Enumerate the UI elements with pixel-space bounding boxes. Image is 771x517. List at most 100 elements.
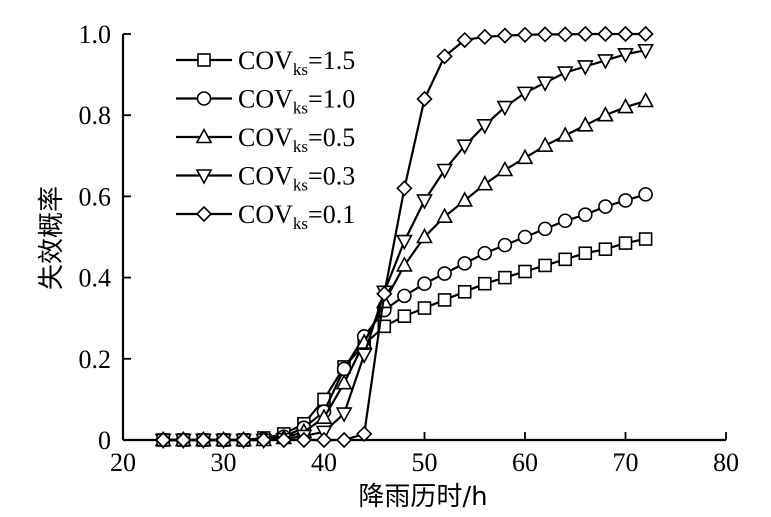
- data-point: [598, 242, 613, 256]
- data-point: [556, 66, 574, 82]
- legend-label-value: =0.5: [308, 123, 355, 152]
- data-point: [477, 245, 493, 261]
- data-point: [417, 301, 432, 315]
- data-point: [597, 25, 614, 43]
- data-point: [456, 139, 474, 155]
- data-point: [637, 91, 654, 108]
- legend-label: COVks=1.5: [238, 46, 355, 79]
- data-point: [536, 136, 554, 152]
- plot-area: [154, 25, 654, 450]
- data-point: [335, 407, 353, 423]
- data-point: [155, 431, 172, 449]
- data-point: [497, 237, 513, 253]
- legend-label-value: =0.1: [308, 200, 355, 229]
- series-5: [155, 25, 654, 449]
- data-point: [436, 163, 453, 180]
- data-point: [597, 54, 614, 70]
- data-point: [436, 207, 453, 223]
- legend-label-main: COV: [238, 46, 293, 75]
- data-point: [638, 187, 653, 202]
- data-point: [638, 232, 653, 246]
- data-point: [618, 236, 633, 250]
- data-point: [437, 293, 452, 307]
- legend-label-main: COV: [238, 162, 293, 191]
- data-point: [457, 285, 472, 299]
- legend-label: COVks=0.3: [238, 162, 355, 195]
- legend-marker: [195, 205, 213, 223]
- data-point: [377, 319, 392, 334]
- x-tick-label: 40: [311, 448, 337, 477]
- legend: COVks=1.5COVks=1.0COVks=0.5COVks=0.3COVk…: [176, 46, 355, 233]
- data-point: [577, 25, 594, 43]
- data-point: [618, 193, 633, 208]
- data-point: [295, 431, 313, 449]
- data-point: [518, 264, 532, 279]
- data-point: [456, 191, 474, 207]
- data-point: [617, 47, 634, 64]
- data-point: [235, 431, 252, 449]
- data-point: [215, 431, 232, 449]
- y-tick-label: 0: [98, 426, 111, 455]
- y-tick-label: 0.4: [79, 264, 112, 293]
- data-point: [578, 246, 593, 261]
- legend-label: COVks=0.5: [238, 123, 355, 156]
- data-point: [496, 160, 514, 177]
- legend-label-sub: ks: [293, 176, 308, 195]
- data-point: [195, 431, 212, 449]
- data-point: [558, 252, 573, 267]
- y-tick-label: 0.8: [79, 101, 112, 130]
- data-point: [537, 221, 553, 237]
- data-point: [516, 148, 534, 165]
- legend-label-sub: ks: [293, 60, 308, 79]
- data-point: [416, 90, 433, 108]
- legend-label-value: =1.5: [308, 46, 355, 75]
- legend-label-main: COV: [238, 85, 293, 114]
- data-point: [275, 431, 292, 449]
- series-4: [154, 43, 654, 450]
- data-point: [456, 31, 473, 49]
- legend-marker: [196, 91, 212, 106]
- x-tick-label: 50: [412, 448, 438, 477]
- data-point: [335, 373, 353, 390]
- data-point: [576, 60, 594, 76]
- legend-label-value: =1.0: [308, 85, 355, 114]
- data-point: [557, 213, 573, 229]
- data-point: [255, 431, 272, 449]
- data-point: [396, 256, 413, 272]
- data-point: [436, 48, 453, 65]
- x-axis-title: 降雨历时/h: [358, 482, 487, 512]
- data-point: [315, 431, 333, 449]
- data-point: [476, 175, 494, 191]
- data-point: [538, 258, 552, 273]
- data-point: [496, 27, 514, 44]
- data-point: [536, 76, 554, 92]
- data-point: [335, 431, 353, 449]
- legend-label: COVks=0.1: [238, 200, 355, 233]
- data-point: [517, 229, 533, 245]
- legend-label-value: =0.3: [308, 162, 355, 191]
- legend-entry-1: COVks=1.5: [176, 46, 355, 79]
- data-point: [396, 234, 413, 251]
- data-point: [598, 199, 613, 214]
- x-tick-label: 30: [211, 448, 237, 477]
- data-point: [617, 25, 634, 43]
- data-point: [417, 276, 432, 291]
- y-tick-label: 0.2: [79, 345, 112, 374]
- data-point: [397, 288, 412, 304]
- legend-entry-5: COVks=0.1: [176, 200, 355, 233]
- data-point: [416, 194, 433, 210]
- data-point: [355, 348, 373, 364]
- data-point: [496, 100, 514, 117]
- y-tick-label: 1.0: [79, 20, 112, 49]
- y-tick-label: 0.6: [79, 182, 112, 211]
- legend-label-sub: ks: [293, 99, 308, 118]
- legend-label-sub: ks: [293, 137, 308, 156]
- axes: 20 30 40 50 60 70 80 0 0.2 0.4 0.6 0.8 1.0: [79, 20, 740, 477]
- data-point: [516, 26, 534, 43]
- data-point: [557, 26, 574, 43]
- legend-label: COVks=1.0: [238, 85, 355, 118]
- data-point: [477, 276, 492, 291]
- data-point: [637, 25, 654, 43]
- legend-entry-3: COVks=0.5: [176, 123, 355, 156]
